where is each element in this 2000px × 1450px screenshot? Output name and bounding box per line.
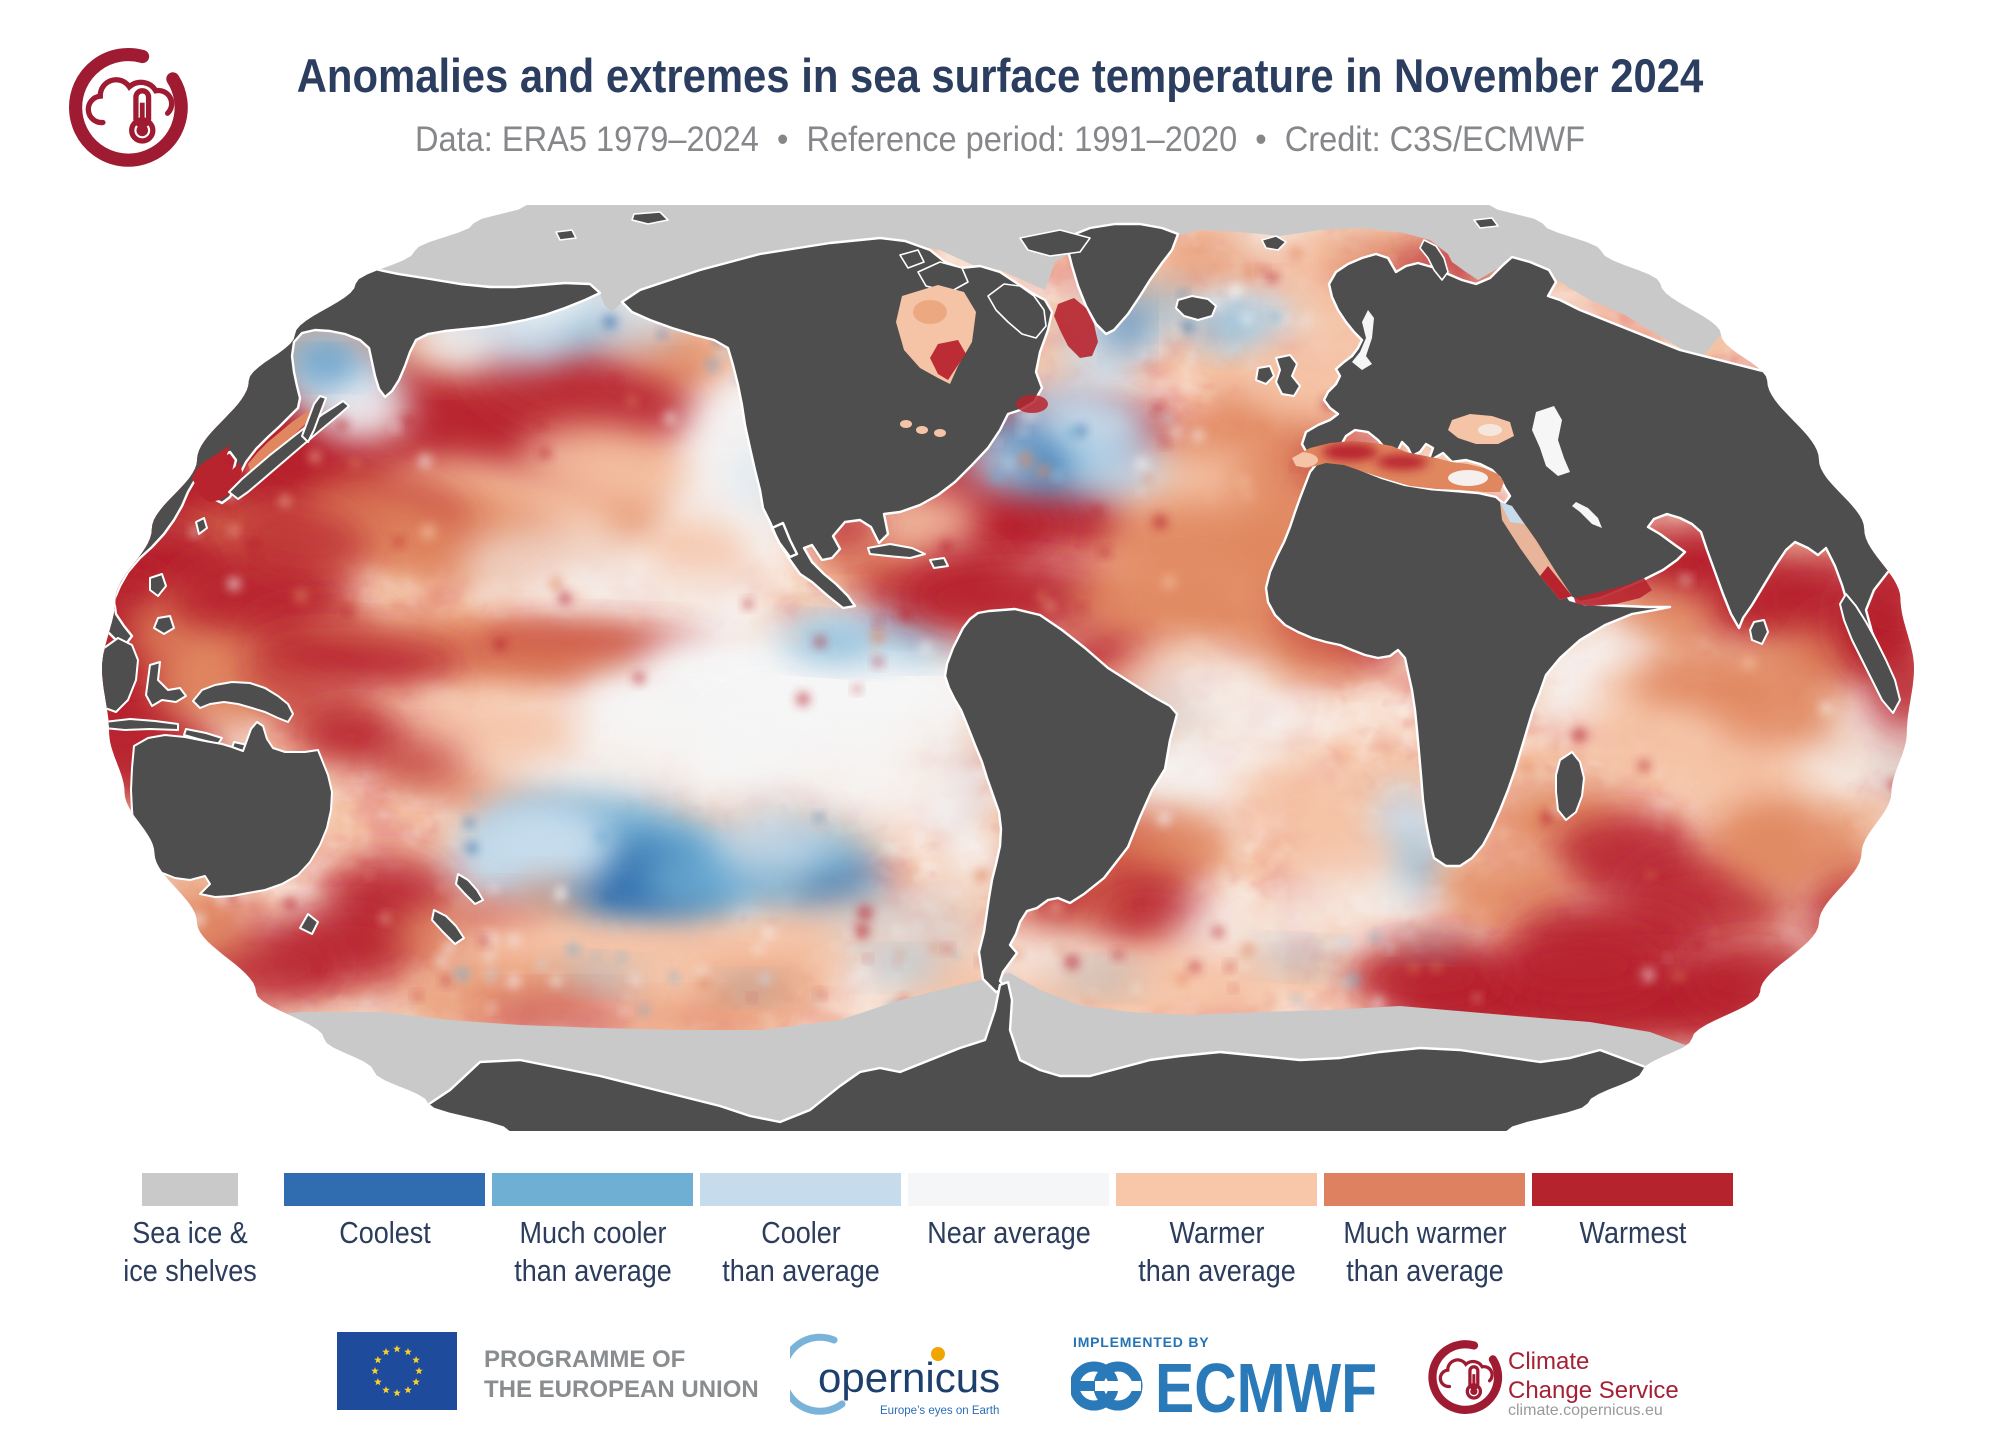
svg-text:opernicus: opernicus [818, 1354, 1000, 1401]
svg-text:ECMWF: ECMWF [1155, 1356, 1377, 1416]
svg-text:Europe’s eyes on Earth: Europe’s eyes on Earth [880, 1405, 999, 1417]
